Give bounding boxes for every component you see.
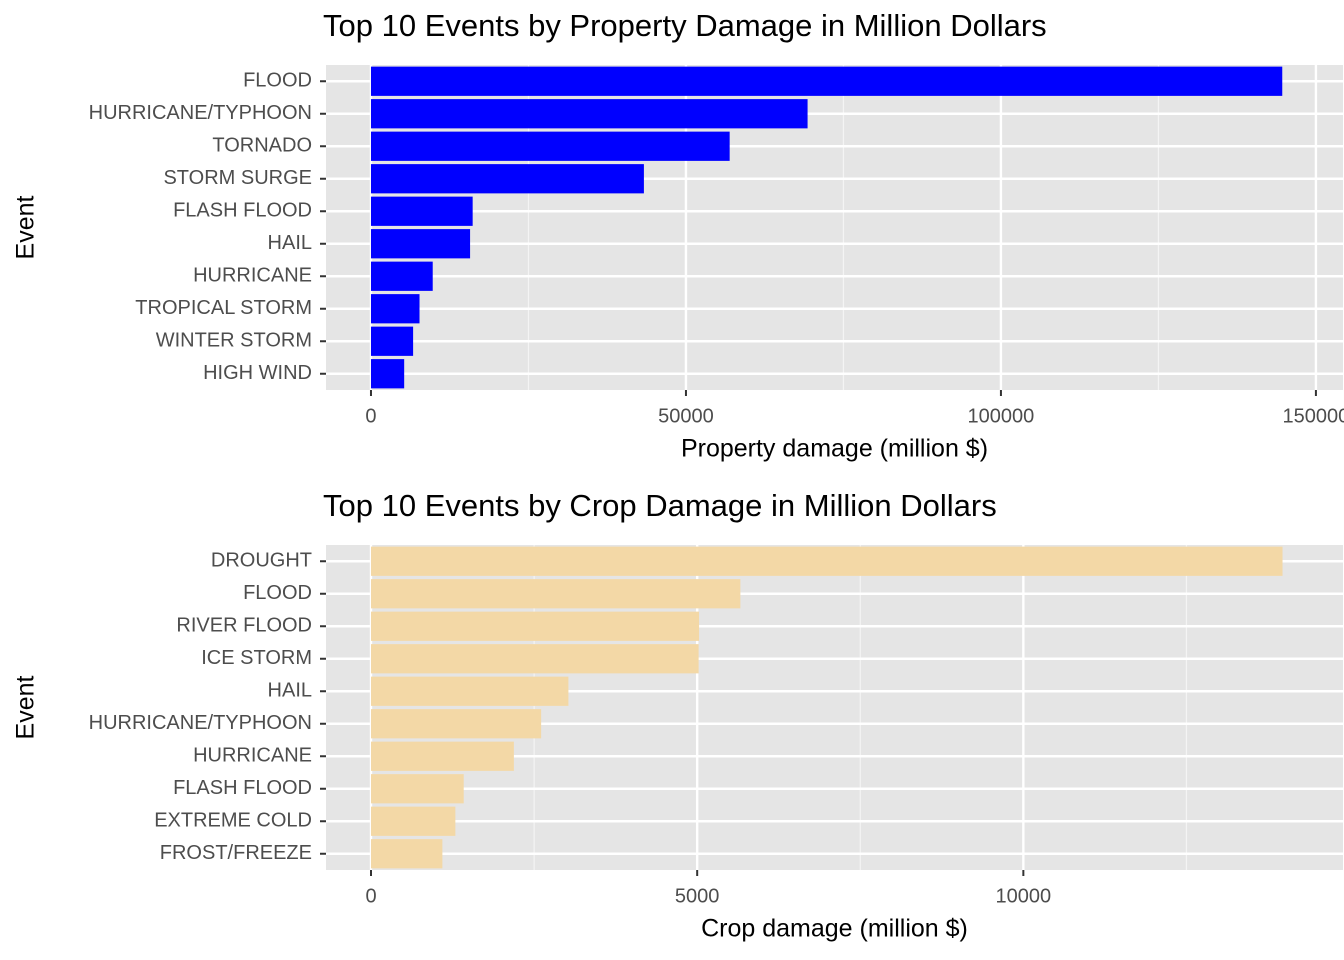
bar — [371, 839, 443, 869]
y-tick-label: FROST/FREEZE — [160, 842, 312, 864]
bar — [371, 676, 569, 706]
bar — [371, 774, 464, 804]
bar — [370, 66, 1283, 96]
x-tick-label: 100000 — [968, 405, 1035, 427]
y-tick-label: FLOOD — [243, 582, 312, 604]
x-tick-label: 5000 — [675, 885, 720, 907]
y-axis-title: Event — [12, 195, 40, 259]
y-tick-label: HURRICANE — [193, 265, 312, 287]
y-tick-label: FLOOD — [243, 70, 312, 92]
x-tick-label: 50000 — [658, 405, 714, 427]
x-tick-label: 150000 — [1283, 405, 1344, 427]
y-tick-label: FLASH FLOOD — [173, 777, 312, 799]
y-tick-label: HURRICANE — [193, 745, 312, 767]
y-tick-label: HAIL — [268, 680, 312, 702]
y-tick-label: STORM SURGE — [163, 167, 312, 189]
y-tick-label: HURRICANE/TYPHOON — [89, 102, 312, 124]
x-axis-title: Property damage (million $) — [681, 435, 988, 463]
x-tick-label: 10000 — [996, 885, 1052, 907]
bar — [371, 741, 514, 771]
bar — [370, 326, 414, 356]
bar — [370, 164, 644, 194]
y-tick-label: FLASH FLOOD — [173, 200, 312, 222]
bar — [370, 229, 471, 259]
y-tick-label: EXTREME COLD — [154, 810, 312, 832]
bar — [371, 579, 741, 609]
bar — [371, 644, 699, 674]
y-tick-label: TROPICAL STORM — [135, 297, 312, 319]
bar — [371, 546, 1283, 576]
y-tick-label: TORNADO — [212, 135, 312, 157]
y-tick-label: HAIL — [268, 232, 312, 254]
y-axis-title: Event — [12, 675, 40, 739]
bar — [370, 131, 730, 161]
y-tick-label: ICE STORM — [201, 647, 312, 669]
y-tick-label: WINTER STORM — [156, 330, 312, 352]
bar — [370, 99, 808, 129]
chart-title: Top 10 Events by Property Damage in Mill… — [323, 8, 1047, 43]
y-tick-label: RIVER FLOOD — [176, 615, 312, 637]
bar — [371, 709, 542, 739]
chart-title: Top 10 Events by Crop Damage in Million … — [323, 488, 997, 523]
bar — [371, 611, 700, 641]
x-tick-label: 0 — [365, 885, 376, 907]
bar — [371, 806, 456, 836]
x-axis-title: Crop damage (million $) — [701, 915, 968, 943]
y-tick-label: DROUGHT — [211, 550, 312, 572]
bar — [370, 196, 473, 226]
x-tick-label: 0 — [365, 405, 376, 427]
bar — [370, 261, 433, 291]
bar — [370, 359, 405, 389]
y-tick-label: HURRICANE/TYPHOON — [89, 712, 312, 734]
y-tick-label: HIGH WIND — [203, 362, 312, 384]
bar — [370, 294, 420, 324]
